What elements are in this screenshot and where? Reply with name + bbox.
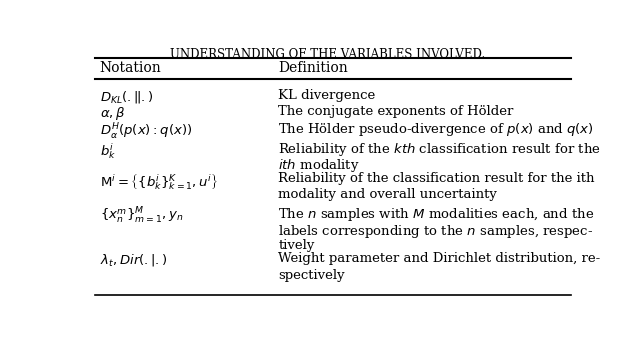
Text: modality and overall uncertainty: modality and overall uncertainty [278,188,497,201]
Text: The Hölder pseudo-divergence of $p(x)$ and $q(x)$: The Hölder pseudo-divergence of $p(x)$ a… [278,121,594,139]
Text: The conjugate exponents of Hölder: The conjugate exponents of Hölder [278,105,514,118]
Text: $b_{k}^{i}$: $b_{k}^{i}$ [100,141,116,161]
Text: $\alpha, \beta$: $\alpha, \beta$ [100,105,125,122]
Text: The $n$ samples with $M$ modalities each, and the: The $n$ samples with $M$ modalities each… [278,206,595,223]
Text: labels corresponding to the $n$ samples, respec-: labels corresponding to the $n$ samples,… [278,223,593,240]
Text: KL divergence: KL divergence [278,89,376,102]
Text: Notation: Notation [100,61,161,74]
Text: $D_{KL}(.|\!|.)$: $D_{KL}(.|\!|.)$ [100,89,153,105]
Text: Definition: Definition [278,61,348,74]
Text: Reliability of the classification result for the ith: Reliability of the classification result… [278,172,595,185]
Text: $\lambda_{t}, Dir(.|.)$: $\lambda_{t}, Dir(.|.)$ [100,252,168,269]
Text: $D_{\alpha}^{H}(p(x):q(x))$: $D_{\alpha}^{H}(p(x):q(x))$ [100,121,192,142]
Text: UNDERSTANDING OF THE VARIABLES INVOLVED.: UNDERSTANDING OF THE VARIABLES INVOLVED. [170,48,486,61]
Text: $ith$ modality: $ith$ modality [278,157,360,174]
Text: tively: tively [278,239,315,252]
Text: $\mathrm{M}^{i} = \left\{\{b_{k}^{i}\}_{k=1}^{K}, u^{i}\right\}$: $\mathrm{M}^{i} = \left\{\{b_{k}^{i}\}_{… [100,172,218,191]
Text: spectively: spectively [278,269,345,282]
Text: Reliability of the $kth$ classification result for the: Reliability of the $kth$ classification … [278,141,601,158]
Text: Weight parameter and Dirichlet distribution, re-: Weight parameter and Dirichlet distribut… [278,252,601,265]
Text: $\{x_{n}^{m}\}_{m=1}^{M}, y_{n}$: $\{x_{n}^{m}\}_{m=1}^{M}, y_{n}$ [100,206,183,226]
